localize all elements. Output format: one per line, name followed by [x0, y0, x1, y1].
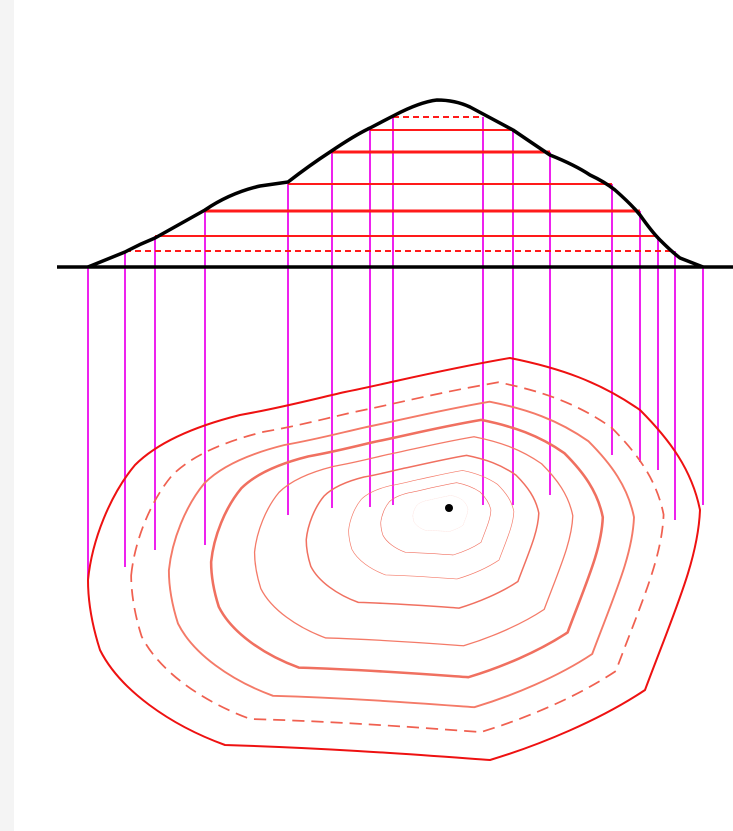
profile-outline	[87, 98, 704, 269]
profile-levels	[125, 116, 675, 252]
left-edge	[0, 0, 14, 831]
summit-point	[445, 504, 453, 512]
